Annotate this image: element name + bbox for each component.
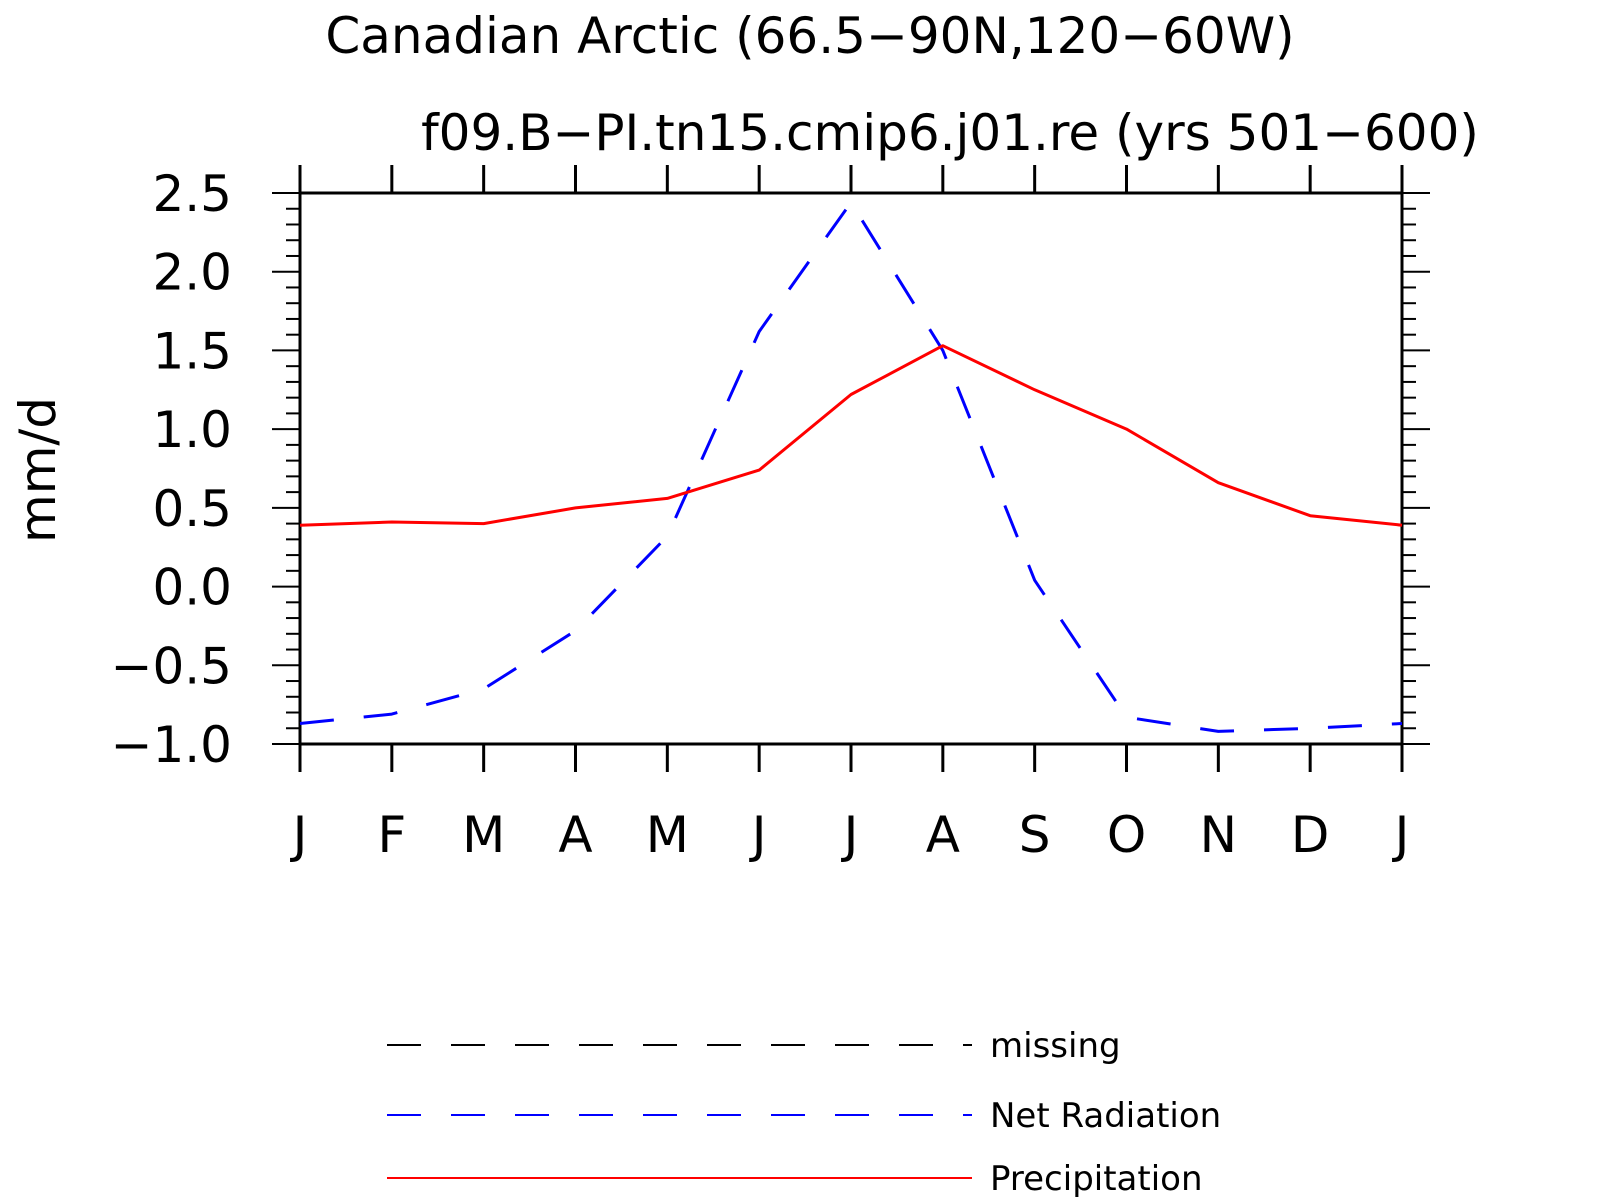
legend: missing Net Radiation Precipitation — [387, 1026, 1221, 1198]
x-tick-label: F — [377, 806, 406, 864]
series-line-net-radiation — [299, 200, 1403, 733]
x-tick-label: A — [558, 806, 592, 864]
x-tick-label: S — [1019, 806, 1051, 864]
series-line-precipitation — [299, 344, 1403, 527]
x-tick-label: J — [749, 806, 767, 864]
y-tick-label: 0.0 — [152, 559, 232, 617]
series-lines — [299, 200, 1403, 733]
chart-subtitle: f09.B−PI.tn15.cmip6.j01.re (yrs 501−600) — [421, 104, 1479, 162]
y-tick-label: 2.5 — [152, 165, 232, 223]
x-tick-label: A — [926, 806, 960, 864]
y-tick-label: 1.5 — [152, 322, 232, 380]
plot-frame — [298, 191, 1404, 746]
x-tick-label: M — [646, 806, 689, 864]
y-tick-label: 2.0 — [152, 244, 232, 302]
x-tick-label: O — [1107, 806, 1146, 864]
y-tick-label: 1.0 — [152, 401, 232, 459]
legend-label-net-radiation: Net Radiation — [990, 1096, 1221, 1136]
y-tick-label: 0.5 — [152, 480, 232, 538]
chart-title: Canadian Arctic (66.5−90N,120−60W) — [325, 7, 1294, 65]
y-tick-label: −1.0 — [111, 716, 232, 774]
x-tick-label: D — [1291, 806, 1330, 864]
x-tick-label: J — [290, 806, 308, 864]
legend-label-precipitation: Precipitation — [990, 1159, 1203, 1198]
axis-ticks — [272, 165, 1430, 772]
x-tick-label: J — [841, 806, 859, 864]
x-tick-label: N — [1200, 806, 1237, 864]
y-axis-label: mm/d — [9, 397, 67, 543]
x-tick-label: M — [462, 806, 505, 864]
y-tick-labels: −1.0 −0.5 0.0 0.5 1.0 1.5 2.0 2.5 — [111, 165, 232, 774]
x-tick-label: J — [1392, 806, 1410, 864]
y-tick-label: −0.5 — [111, 637, 232, 695]
legend-label-missing: missing — [990, 1026, 1121, 1066]
